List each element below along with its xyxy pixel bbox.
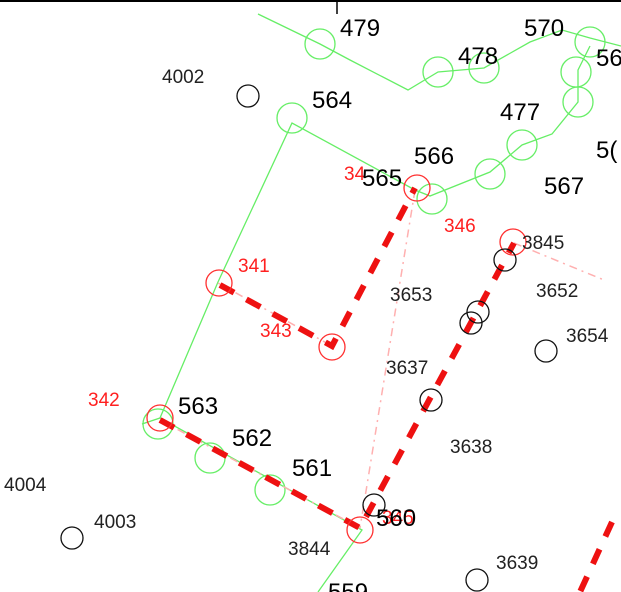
black-marker[interactable] bbox=[465, 568, 489, 592]
red-node[interactable] bbox=[146, 404, 174, 432]
red-node[interactable] bbox=[318, 333, 346, 361]
red-network bbox=[158, 186, 615, 592]
red-line-lower bbox=[158, 241, 517, 533]
green-node[interactable] bbox=[474, 158, 506, 190]
label-3654: 3654 bbox=[566, 326, 609, 347]
label-560: 560 bbox=[376, 505, 416, 532]
label-3653: 3653 bbox=[390, 285, 432, 306]
green-node[interactable] bbox=[468, 52, 500, 84]
black-marker[interactable] bbox=[362, 493, 386, 517]
black-marker[interactable] bbox=[60, 526, 84, 550]
label-563: 563 bbox=[178, 393, 218, 420]
red-nodes bbox=[146, 174, 527, 544]
pink-line bbox=[513, 242, 605, 281]
label-345: 345 bbox=[382, 508, 414, 529]
green-node[interactable] bbox=[304, 28, 336, 60]
green-network bbox=[141, 13, 621, 592]
red-line-upper bbox=[218, 186, 418, 351]
green-node[interactable] bbox=[506, 129, 538, 161]
map-labels: 479 570 478 56 4002 564 477 5( 566 34 56… bbox=[4, 15, 621, 592]
label-343: 343 bbox=[260, 321, 292, 342]
label-567: 567 bbox=[544, 173, 584, 200]
green-node[interactable] bbox=[560, 56, 592, 88]
black-marker[interactable] bbox=[466, 300, 490, 324]
label-566: 566 bbox=[414, 143, 454, 170]
label-341: 341 bbox=[238, 256, 270, 277]
label-570: 570 bbox=[524, 15, 564, 42]
red-node[interactable] bbox=[205, 269, 233, 297]
black-marker[interactable] bbox=[459, 311, 483, 335]
label-562: 562 bbox=[232, 425, 272, 452]
black-marker[interactable] bbox=[419, 388, 443, 412]
label-5-partial: 5( bbox=[596, 137, 617, 164]
green-nodes bbox=[142, 26, 606, 506]
green-node[interactable] bbox=[422, 56, 454, 88]
black-marker[interactable] bbox=[534, 339, 558, 363]
green-line-main bbox=[159, 122, 416, 592]
red-node[interactable] bbox=[346, 516, 374, 544]
label-4002: 4002 bbox=[162, 67, 204, 88]
green-node[interactable] bbox=[194, 442, 226, 474]
label-4003: 4003 bbox=[94, 512, 136, 533]
label-34-partial: 34 bbox=[344, 164, 366, 185]
label-564: 564 bbox=[312, 87, 352, 114]
pink-line bbox=[159, 419, 361, 529]
label-3844: 3844 bbox=[288, 539, 331, 560]
label-342: 342 bbox=[88, 390, 120, 411]
green-line-top bbox=[257, 13, 621, 91]
red-line-edge bbox=[577, 520, 615, 592]
label-56-partial: 56 bbox=[596, 45, 621, 72]
green-node[interactable] bbox=[276, 102, 308, 134]
label-478: 478 bbox=[458, 43, 498, 70]
label-3845: 3845 bbox=[522, 233, 564, 254]
label-3637: 3637 bbox=[386, 358, 428, 379]
label-3638: 3638 bbox=[450, 437, 492, 458]
black-marker[interactable] bbox=[493, 248, 517, 272]
red-node[interactable] bbox=[403, 174, 431, 202]
green-node[interactable] bbox=[416, 183, 448, 215]
black-markers bbox=[60, 84, 558, 592]
black-marker[interactable] bbox=[236, 84, 260, 108]
green-node[interactable] bbox=[574, 26, 606, 58]
label-559: 559 bbox=[328, 579, 368, 592]
label-346: 346 bbox=[444, 216, 476, 237]
green-line-stub bbox=[141, 417, 161, 425]
label-561: 561 bbox=[292, 455, 332, 482]
label-3652: 3652 bbox=[536, 281, 578, 302]
label-3639: 3639 bbox=[496, 553, 538, 574]
label-4004: 4004 bbox=[4, 475, 47, 496]
label-479: 479 bbox=[340, 15, 380, 42]
red-node[interactable] bbox=[499, 228, 527, 256]
green-node[interactable] bbox=[254, 474, 286, 506]
green-node[interactable] bbox=[562, 86, 594, 118]
label-565: 565 bbox=[362, 165, 402, 192]
label-477: 477 bbox=[500, 99, 540, 126]
green-line-right bbox=[414, 45, 591, 197]
pink-line bbox=[359, 189, 416, 529]
